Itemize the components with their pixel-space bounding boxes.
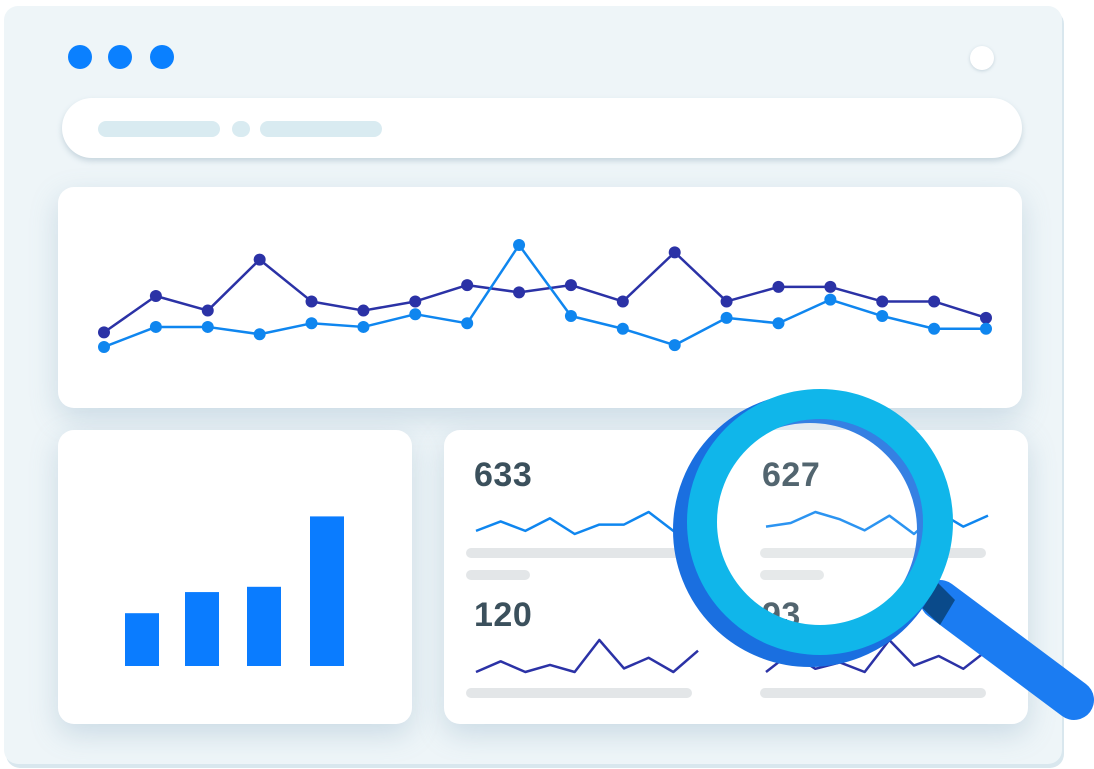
sparkline: [475, 510, 699, 536]
data-point: [305, 317, 318, 330]
data-point: [409, 295, 422, 308]
bar: [310, 516, 344, 666]
data-point: [824, 280, 837, 293]
traffic-dot-minimize[interactable]: [108, 45, 132, 69]
text-placeholder: [466, 570, 530, 580]
sparkline-path: [475, 638, 699, 674]
sparkline-path: [765, 510, 989, 536]
bar: [247, 586, 281, 666]
data-point: [253, 328, 266, 341]
data-point: [513, 239, 526, 252]
series-line: [103, 251, 987, 334]
bar-chart-card: [58, 430, 412, 724]
data-point: [616, 322, 629, 335]
bar: [185, 592, 219, 666]
text-placeholder: [760, 570, 824, 580]
data-point: [461, 279, 474, 292]
data-point: [564, 279, 577, 292]
data-point: [720, 311, 733, 324]
text-placeholder: [760, 688, 986, 698]
metric-value: 633: [474, 456, 533, 494]
data-point: [772, 317, 785, 330]
sparkline-path: [475, 510, 699, 536]
data-point: [980, 311, 992, 324]
data-point: [253, 253, 266, 266]
data-point: [928, 322, 941, 335]
data-point: [928, 295, 941, 308]
traffic-dot-maximize[interactable]: [150, 45, 174, 69]
data-point: [461, 317, 474, 330]
data-point: [357, 320, 370, 333]
breadcrumb-separator: [232, 121, 250, 137]
address-bar[interactable]: [62, 98, 1022, 158]
line-chart: [98, 239, 992, 353]
traffic-dot-close[interactable]: [68, 45, 92, 69]
data-point: [876, 310, 889, 323]
series-line: [103, 243, 986, 349]
data-point: [824, 293, 837, 306]
line-chart-card: [58, 187, 1022, 408]
data-point: [149, 290, 162, 302]
sparkline-path: [765, 638, 989, 674]
data-point: [201, 320, 214, 333]
data-point: [98, 326, 110, 339]
bar-chart: [125, 516, 344, 666]
data-point: [149, 320, 162, 333]
text-placeholder: [466, 688, 692, 698]
bar: [125, 613, 159, 666]
data-point: [980, 322, 992, 335]
data-point: [357, 304, 370, 317]
sparkline: [765, 510, 989, 536]
metric-value: 93: [762, 596, 801, 634]
text-placeholder: [466, 548, 692, 558]
sparkline: [765, 638, 989, 674]
sparkline: [475, 638, 699, 674]
data-point: [876, 295, 889, 308]
data-point: [513, 286, 526, 299]
data-point: [720, 295, 733, 308]
data-point: [201, 304, 214, 317]
metric-value: 627: [762, 456, 821, 494]
data-point: [668, 246, 681, 259]
window-control-button[interactable]: [970, 46, 994, 70]
data-point: [98, 340, 110, 353]
data-point: [616, 295, 629, 308]
breadcrumb-placeholder: [260, 121, 382, 137]
data-point: [668, 339, 681, 352]
metrics-card: 633 627 120 93: [444, 430, 1028, 724]
data-point: [305, 295, 318, 308]
metric-value: 120: [474, 596, 533, 634]
data-point: [409, 308, 422, 321]
browser-window: 633 627 120 93: [4, 6, 1062, 764]
text-placeholder: [760, 548, 986, 558]
data-point: [564, 310, 577, 323]
data-point: [772, 280, 785, 293]
breadcrumb-placeholder: [98, 121, 220, 137]
